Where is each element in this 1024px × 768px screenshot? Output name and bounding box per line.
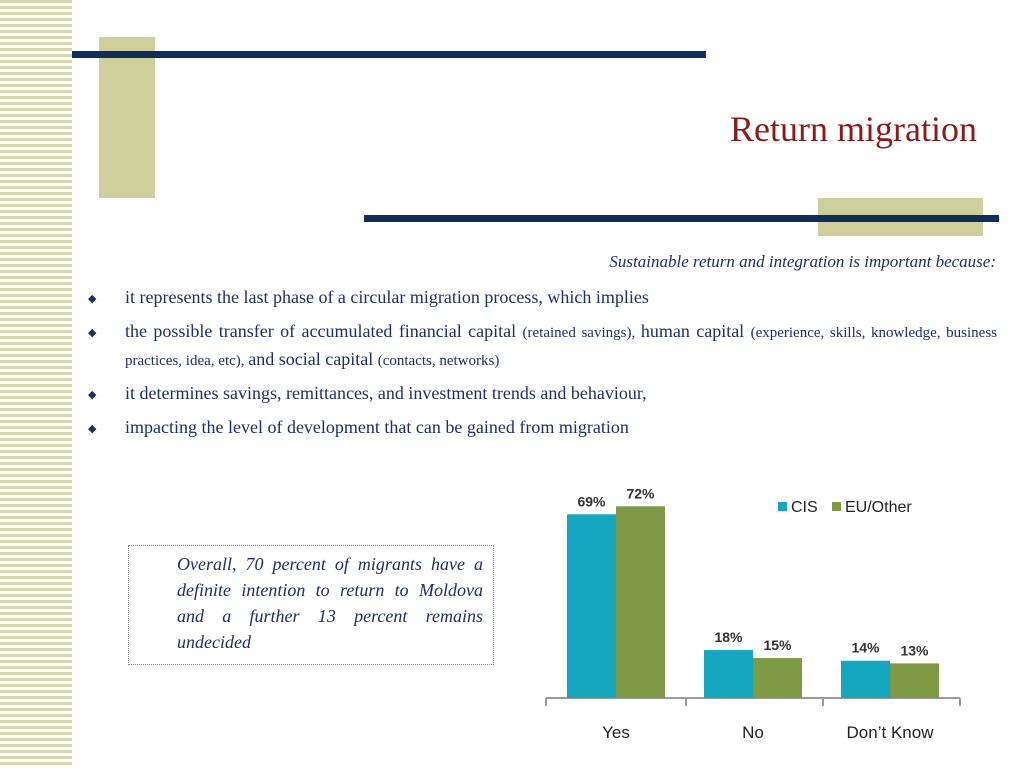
category-tick-label: Yes (602, 723, 630, 742)
bullet-text: the possible transfer of accumulated fin… (125, 318, 997, 374)
diamond-bullet-icon: ◆ (88, 423, 97, 435)
bullet-text-part: (contacts, networks) (377, 353, 500, 369)
decorative-stripes (0, 0, 72, 768)
data-label: 18% (714, 629, 743, 645)
decorative-khaki-block (99, 37, 155, 198)
diamond-bullet-icon: ◆ (88, 389, 97, 401)
bullet-text-part: it determines savings, remittances, and … (125, 383, 647, 403)
bullet-text-part: the possible transfer of accumulated fin… (125, 321, 523, 341)
decorative-navy-bar (72, 51, 706, 58)
note-box: Overall, 70 percent of migrants have a d… (128, 545, 494, 665)
data-label: 69% (577, 493, 606, 509)
category-tick-label: Don’t Know (847, 723, 935, 742)
bullet-text: it represents the last phase of a circul… (125, 284, 997, 310)
bullet-text-part: and social capital (248, 349, 378, 369)
bullet-item: ◆ the possible transfer of accumulated fi… (88, 318, 997, 374)
data-label: 15% (763, 637, 792, 653)
bullet-text: it determines savings, remittances, and … (125, 380, 997, 406)
diamond-bullet-icon: ◆ (88, 327, 97, 339)
bullet-text-part: human capital (640, 321, 751, 341)
bar-cis-0 (567, 514, 616, 698)
slide-subtitle: Sustainable return and integration is im… (609, 252, 996, 271)
legend-label: CIS (791, 499, 818, 516)
note-text: Overall, 70 percent of migrants have a d… (177, 554, 483, 652)
category-tick-label: No (742, 723, 764, 742)
bullet-text-part: (retained savings), (522, 325, 641, 341)
bar-cis-2 (841, 660, 890, 698)
bullet-list: ◆ it represents the last phase of a circu… (88, 284, 997, 448)
legend-swatch (832, 502, 841, 511)
bar-euother-0 (616, 506, 665, 698)
bullet-text-part: it represents the last phase of a circul… (125, 287, 649, 307)
decorative-navy-bar-mid (364, 215, 999, 222)
chart-svg: 69% 72% Yes 18% 15% No 14% 13% Don’t Know CIS EU/O… (545, 485, 961, 742)
bar-euother-2 (890, 663, 939, 698)
bullet-text-part: impacting the level of development that … (125, 417, 629, 437)
slide-title: Return migration (730, 109, 977, 149)
data-label: 13% (900, 642, 929, 658)
legend-swatch (778, 502, 787, 511)
bar-cis-1 (704, 650, 753, 698)
bar-euother-1 (753, 658, 802, 698)
legend-label: EU/Other (845, 499, 912, 516)
diamond-bullet-icon: ◆ (88, 293, 97, 305)
data-label: 14% (851, 640, 880, 656)
bullet-item: ◆ it determines savings, remittances, and… (88, 380, 997, 408)
data-label: 72% (626, 485, 655, 501)
bullet-text-part: (experience, skills, knowledge, business… (125, 325, 998, 369)
bullet-text: impacting the level of development that … (125, 414, 997, 440)
bar-chart: 69% 72% Yes 18% 15% No 14% 13% Don’t Know CIS EU/O… (540, 465, 970, 745)
bullet-item: ◆ it represents the last phase of a circu… (88, 284, 997, 312)
bullet-item: ◆ impacting the level of development that… (88, 414, 997, 442)
